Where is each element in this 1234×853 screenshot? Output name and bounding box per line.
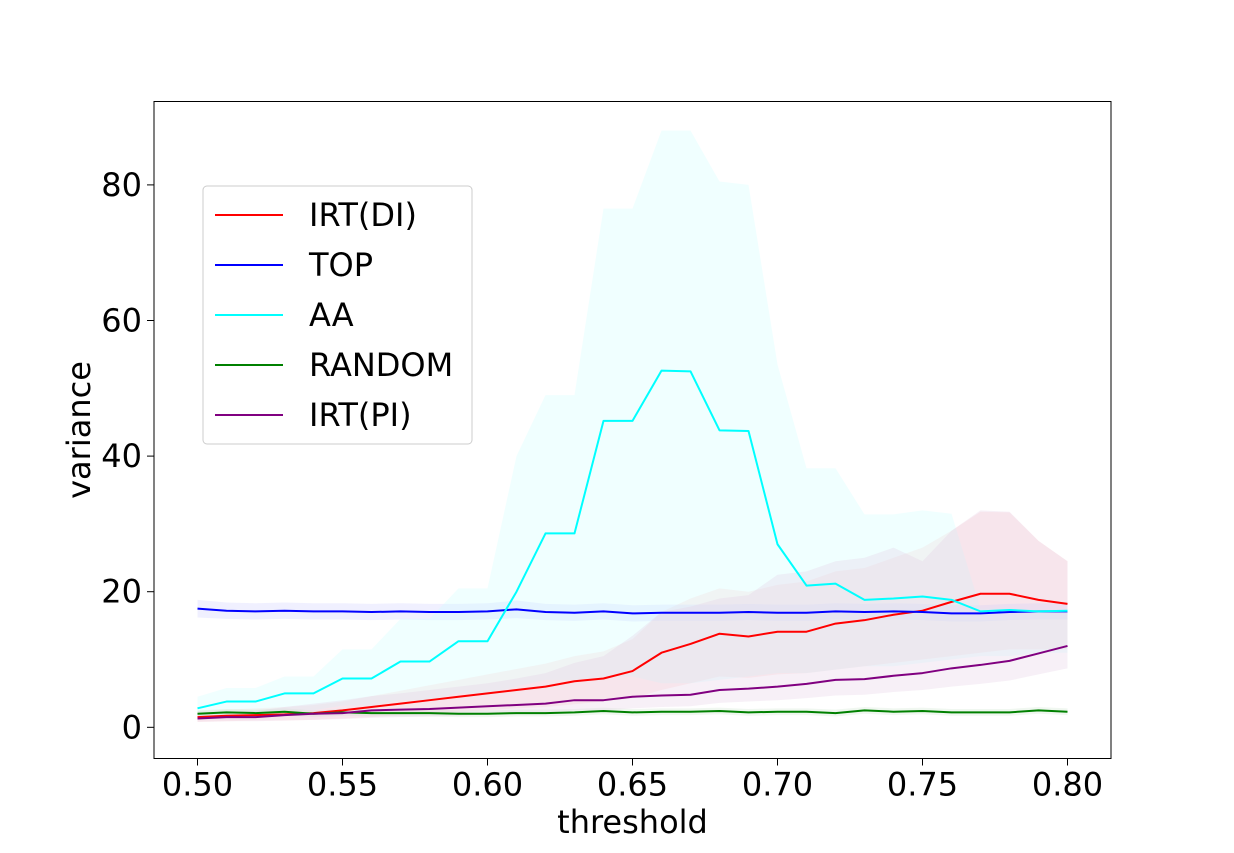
x-axis-ticks: 0.50 0.55 0.60 0.65 0.70 0.75 0.80 <box>162 758 1103 804</box>
band-irt-pi <box>197 510 1068 722</box>
x-tick-label: 0.50 <box>162 766 233 804</box>
y-axis-label: variance <box>60 361 98 499</box>
y-tick-label: 40 <box>101 437 142 475</box>
band-aa <box>197 130 1068 718</box>
legend-label: IRT(PI) <box>309 396 412 434</box>
legend-label: IRT(DI) <box>309 196 417 234</box>
legend-label: AA <box>309 296 354 334</box>
line-irt-di <box>197 592 1068 719</box>
y-tick-label: 0 <box>122 708 142 746</box>
y-tick-label: 20 <box>101 573 142 611</box>
line-top <box>197 607 1068 615</box>
band-top <box>197 599 1068 622</box>
y-tick-label: 60 <box>101 302 142 340</box>
y-tick-label: 80 <box>101 166 142 204</box>
series-lines <box>197 369 1068 720</box>
legend-label: TOP <box>308 246 373 284</box>
x-tick-label: 0.55 <box>307 766 378 804</box>
line-irt-pi <box>197 644 1068 720</box>
legend-box <box>202 185 473 445</box>
x-tick-label: 0.70 <box>742 766 813 804</box>
legend: IRT(DI) TOP AA RANDOM IRT(PI) <box>202 185 473 445</box>
confidence-bands <box>197 130 1068 722</box>
y-axis-ticks: 0 20 40 60 80 <box>101 166 154 746</box>
band-irt-di <box>197 511 1068 722</box>
x-tick-label: 0.80 <box>1032 766 1103 804</box>
x-tick-label: 0.60 <box>452 766 523 804</box>
legend-label: RANDOM <box>309 346 453 384</box>
line-aa <box>197 369 1068 710</box>
x-tick-label: 0.75 <box>887 766 958 804</box>
x-axis-label: threshold <box>557 803 708 841</box>
x-tick-label: 0.65 <box>597 766 668 804</box>
